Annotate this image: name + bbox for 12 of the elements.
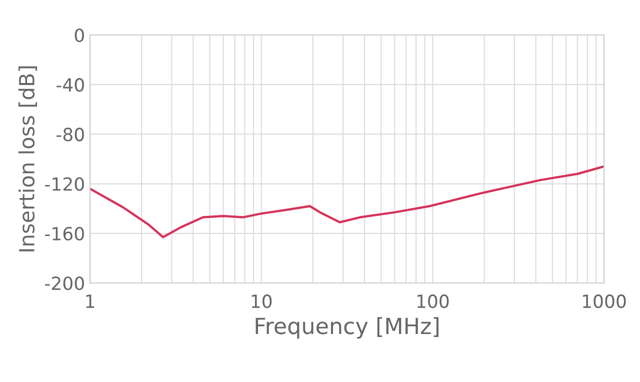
y-tick-label: -120 [45, 177, 84, 191]
y-tick-label: -160 [45, 226, 84, 241]
x-tick-label: 1000 [583, 294, 626, 308]
x-axis-title: Frequency [MHz] [256, 317, 438, 339]
y-axis-title: Insertion loss [dB] [18, 66, 38, 252]
y-tick-label: 0 [74, 28, 84, 42]
x-tick-label: 100 [417, 294, 449, 308]
y-tick-label: -80 [56, 128, 84, 142]
y-tick-label: -40 [56, 78, 84, 92]
x-tick-label: 1 [86, 294, 94, 308]
y-tick-label: -200 [45, 276, 84, 290]
x-tick-label: 10 [252, 294, 272, 308]
